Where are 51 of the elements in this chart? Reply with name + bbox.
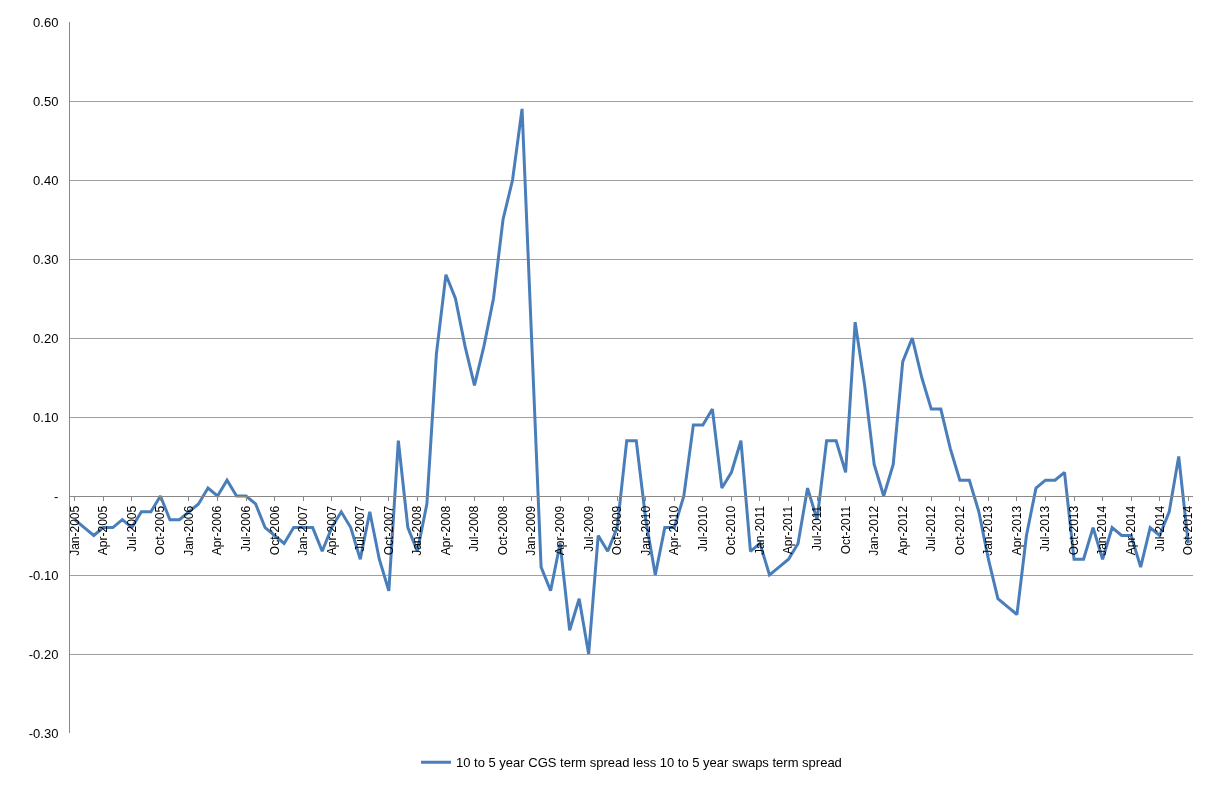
y-tick-label: - <box>54 488 59 504</box>
x-tick-label: Jul-2011 <box>809 505 824 551</box>
x-tick-label: Apr-2014 <box>1124 505 1139 556</box>
x-tick-label: Jan-2009 <box>524 505 539 556</box>
x-tick-label: Apr-2009 <box>553 505 568 556</box>
x-tick-label: Jul-2006 <box>238 505 253 552</box>
x-tick-label: Apr-2008 <box>438 505 453 556</box>
x-tick-label: Oct-2009 <box>610 505 625 556</box>
x-tick-label: Jan-2011 <box>752 505 767 555</box>
x-tick-label: Apr-2007 <box>324 505 339 556</box>
x-tick-label: Apr-2010 <box>667 505 682 556</box>
x-tick-label: Jul-2014 <box>1152 505 1167 552</box>
x-tick-label: Jan-2013 <box>981 505 996 556</box>
x-tick-label: Oct-2013 <box>1066 505 1081 556</box>
x-tick-label: Jul-2005 <box>124 505 139 552</box>
x-tick-label: Apr-2012 <box>895 505 910 556</box>
x-tick-label: Apr-2011 <box>781 505 796 555</box>
y-tick-label: 0.60 <box>33 14 59 30</box>
x-tick-label: Jan-2012 <box>867 505 882 556</box>
y-tick-label: 0.30 <box>33 251 59 267</box>
y-tick-label: -0.10 <box>28 567 59 583</box>
x-tick-label: Oct-2006 <box>267 505 282 556</box>
x-tick-label: Jul-2010 <box>695 505 710 552</box>
x-tick-label: Oct-2010 <box>724 505 739 556</box>
y-tick-label: 0.10 <box>33 409 59 425</box>
x-tick-label: Jul-2008 <box>467 505 482 552</box>
legend-label: 10 to 5 year CGS term spread less 10 to 5 year swaps term spread <box>456 755 842 771</box>
x-tick-label: Apr-2006 <box>210 505 225 556</box>
x-tick-label: Oct-2008 <box>495 505 510 556</box>
y-tick-label: 0.20 <box>33 330 59 346</box>
x-tick-label: Apr-2005 <box>96 505 111 556</box>
x-tick-label: Oct-2007 <box>381 505 396 556</box>
x-tick-label: Jan-2010 <box>638 505 653 556</box>
y-tick-label: -0.20 <box>28 646 59 662</box>
x-tick-label: Jul-2007 <box>353 505 368 552</box>
x-tick-label: Jul-2013 <box>1038 505 1053 552</box>
x-tick-label: Apr-2013 <box>1009 505 1024 556</box>
x-tick-label: Jan-2006 <box>181 505 196 556</box>
x-tick-label: Jul-2009 <box>581 505 596 552</box>
x-tick-label: Oct-2011 <box>838 505 853 555</box>
x-tick-label: Jan-2014 <box>1095 505 1110 556</box>
y-tick-label: -0.30 <box>28 725 59 741</box>
y-tick-label: 0.50 <box>33 93 59 109</box>
x-tick-label: Jan-2007 <box>296 505 311 556</box>
x-tick-label: Jan-2005 <box>67 505 82 556</box>
x-tick-label: Jul-2012 <box>924 505 939 552</box>
x-tick-label: Oct-2005 <box>153 505 168 556</box>
y-tick-label: 0.40 <box>33 172 59 188</box>
x-tick-label: Jan-2008 <box>410 505 425 556</box>
x-tick-label: Oct-2012 <box>952 505 967 556</box>
x-tick-label: Oct-2014 <box>1181 505 1196 556</box>
